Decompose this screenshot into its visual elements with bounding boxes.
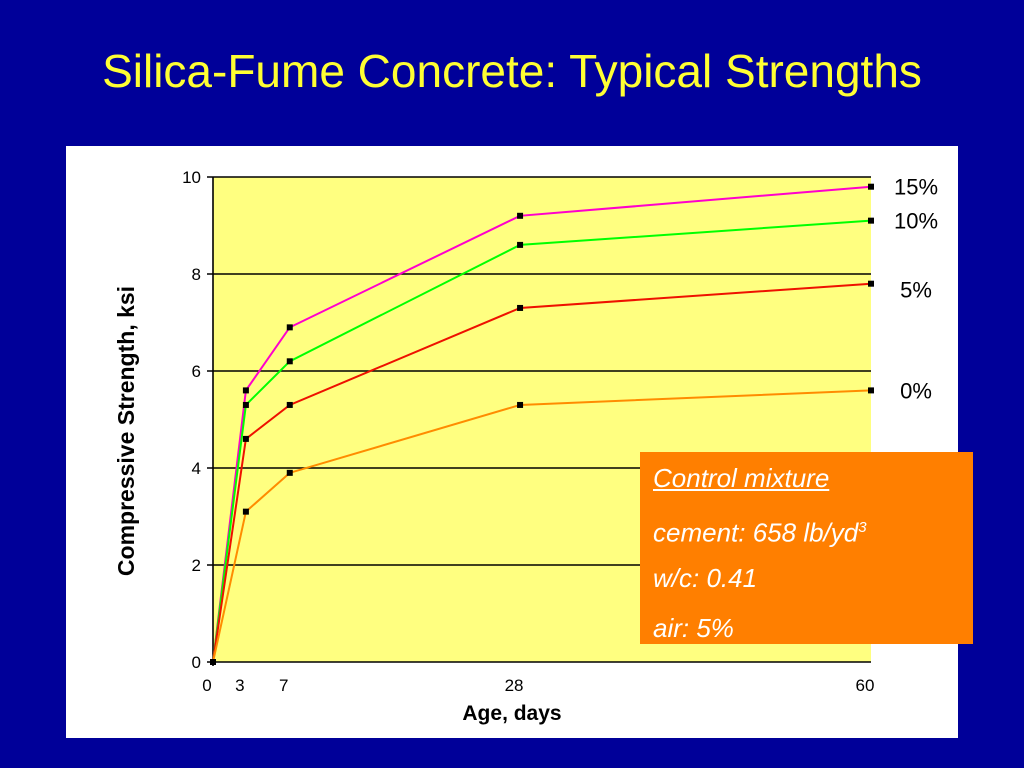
y-tick-label: 10 [182,168,201,187]
data-point [868,387,874,394]
note-air: air: 5% [653,613,734,643]
series-label: 0% [900,378,932,403]
data-point [517,304,524,311]
data-point [242,401,249,408]
chart-panel: 0 2 4 6 8 10 0 3 7 28 60 15% 10% 5% 0% Age, days Comp… [66,146,958,738]
data-point [286,469,293,476]
series-label: 15% [894,175,938,200]
x-tick-label: 28 [505,676,524,695]
note-heading: Control mixture [653,463,830,493]
note-cement-text: cement: 658 lb/yd [653,517,859,548]
note-cement: cement: 658 lb/yd3 [653,508,973,558]
x-axis-label: Age, days [462,702,561,725]
data-point [868,183,874,190]
x-tick-label: 60 [856,676,875,695]
y-tick-label: 4 [192,459,201,478]
data-point [517,401,524,408]
series-label: 10% [894,209,938,234]
note-cement-sup: 3 [858,519,867,536]
note-wc: w/c: 0.41 [653,563,758,593]
data-point [868,280,874,287]
data-point [286,358,293,365]
x-tick-label: 0 [202,676,211,695]
y-tick-label: 6 [192,362,201,381]
data-point [242,508,249,515]
data-point [286,324,293,331]
x-tick-label: 3 [235,676,244,695]
data-point [286,401,293,408]
y-tick-label: 0 [192,653,201,672]
y-tick-label: 2 [192,556,201,575]
data-point [517,241,524,248]
data-point [242,387,249,394]
data-point [242,435,249,442]
data-point [868,217,874,224]
series-label: 5% [900,278,932,303]
y-axis-label: Compressive Strength, ksi [113,286,139,576]
slide-title: Silica-Fume Concrete: Typical Strengths [102,45,922,97]
x-tick-label: 7 [279,676,288,695]
control-mixture-note: Control mixture cement: 658 lb/yd3 w/c: … [640,452,973,644]
data-point [517,212,524,219]
data-point [210,659,216,665]
y-tick-label: 8 [192,265,201,284]
